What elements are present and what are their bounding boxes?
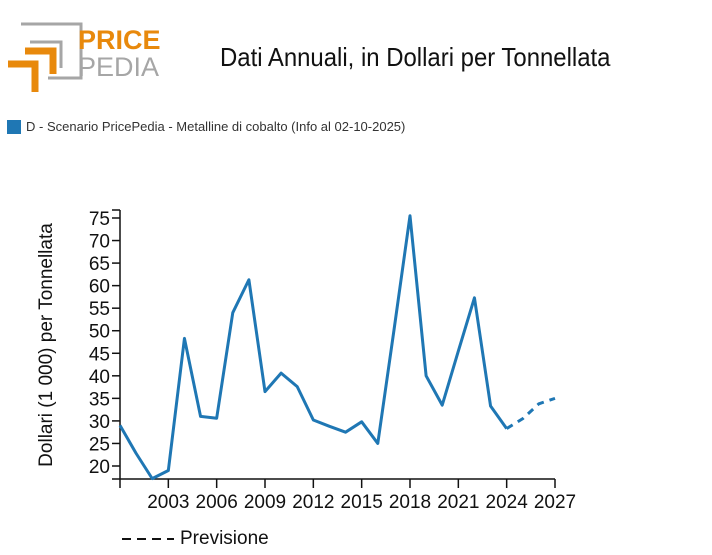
series-legend[interactable]: D - Scenario PricePedia - Metalline di c…	[7, 119, 405, 134]
forecast-line	[505, 396, 556, 430]
dashed-line-icon	[122, 538, 174, 540]
x-tick-label: 2018	[389, 492, 431, 513]
x-tick-label: 2021	[437, 492, 479, 513]
x-tick-label: 2024	[486, 492, 529, 513]
chart-title: Dati Annuali, in Dollari per Tonnellata	[220, 42, 611, 72]
y-tick-label: 30	[89, 412, 110, 433]
logo-word-pedia: PEDIA	[78, 52, 159, 82]
y-tick-label: 65	[89, 254, 110, 275]
x-tick-label: 2015	[341, 492, 383, 513]
x-tick-label: 2027	[534, 492, 576, 513]
forecast-legend: Previsione	[120, 528, 269, 550]
logo-word-price: PRICE	[78, 25, 160, 55]
y-tick-label: 50	[89, 322, 110, 343]
y-tick-label: 45	[89, 344, 110, 365]
y-tick-label: 20	[89, 457, 110, 478]
y-tick-label: 70	[89, 232, 110, 253]
legend-label: D - Scenario PricePedia - Metalline di c…	[26, 119, 406, 134]
x-tick-label: 2009	[244, 492, 286, 513]
y-axis-label: Dollari (1 000) per Tonnellata	[36, 223, 57, 467]
x-tick-label: 2003	[147, 492, 189, 513]
y-tick-label: 60	[89, 277, 110, 298]
pricepedia-logo: PRICE PEDIA	[8, 22, 160, 92]
legend-swatch	[7, 119, 21, 134]
y-tick-label: 25	[89, 434, 110, 455]
y-tick-label: 55	[89, 299, 110, 320]
data-line	[118, 214, 508, 481]
y-tick-label: 75	[89, 209, 110, 230]
x-tick-label: 2012	[292, 492, 334, 513]
y-tick-label: 40	[89, 367, 110, 388]
forecast-legend-label: Previsione	[180, 528, 269, 549]
x-tick-label: 2006	[196, 492, 238, 513]
y-tick-label: 35	[89, 389, 110, 410]
